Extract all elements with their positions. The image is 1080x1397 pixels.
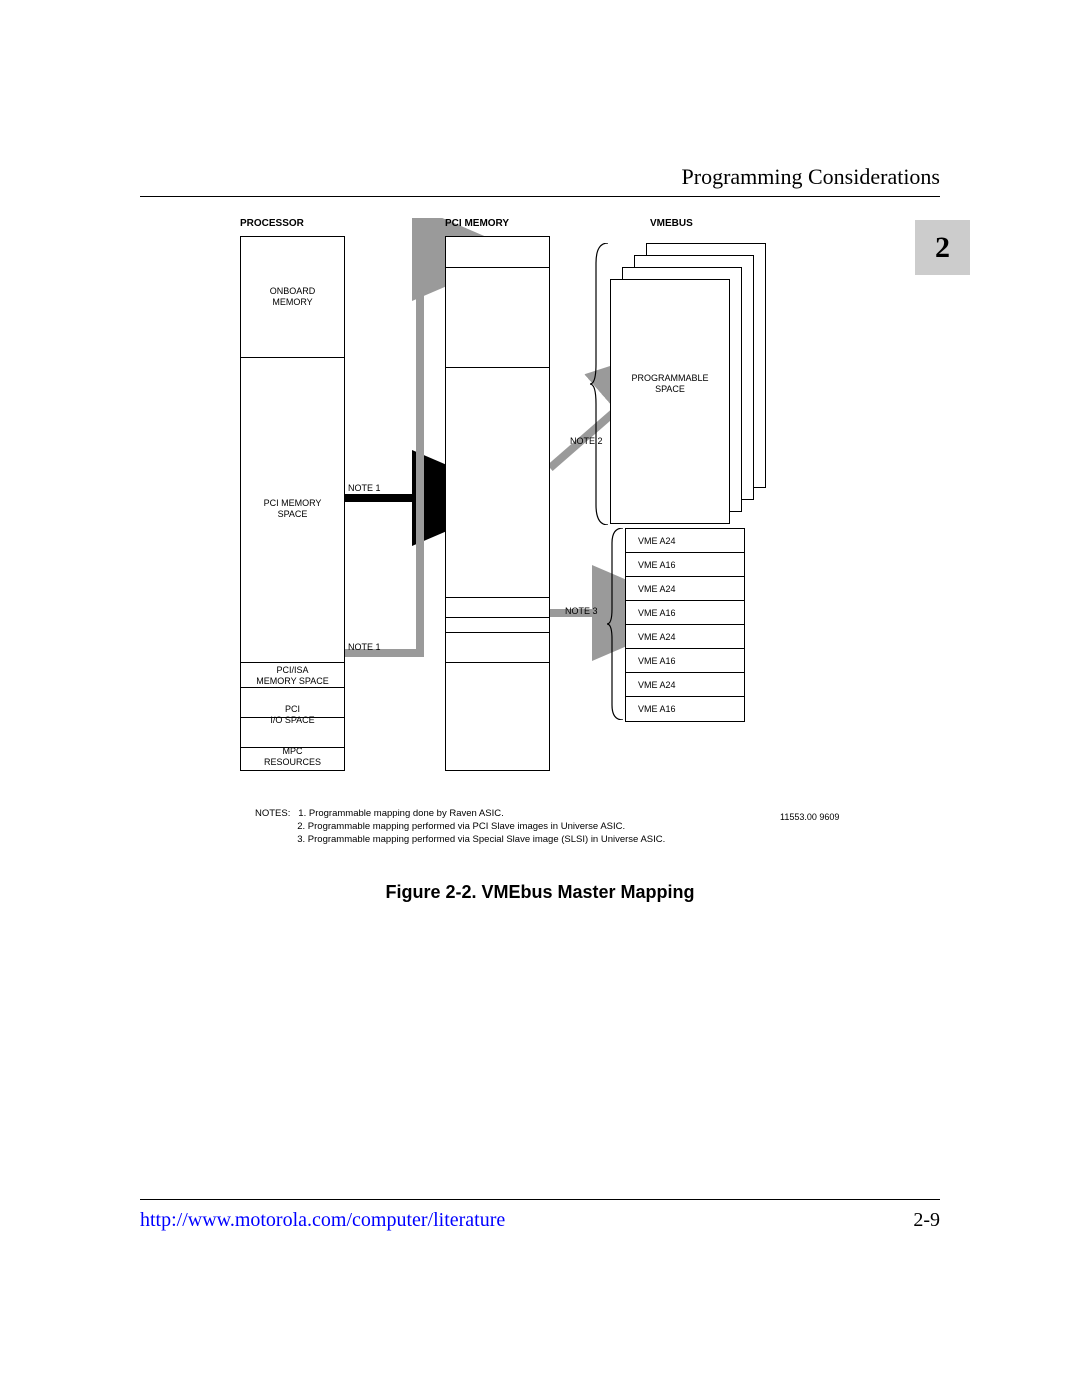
note-2: 2. Programmable mapping performed via PC…: [297, 821, 625, 832]
pci-div: [446, 597, 549, 598]
note1b-label: NOTE 1: [348, 642, 381, 653]
vmebus-header: VMEBUS: [650, 218, 693, 229]
note-1: 1. Programmable mapping done by Raven AS…: [298, 808, 503, 819]
pci-io-label: PCI I/O SPACE: [240, 704, 345, 727]
pci-div: [446, 617, 549, 618]
page-header-title: Programming Considerations: [682, 164, 940, 190]
processor-header: PROCESSOR: [240, 218, 304, 229]
diagram: PROCESSOR PCI MEMORY VMEBUS ONBOARD MEMO…: [220, 218, 900, 898]
vme-row: VME A16: [626, 697, 744, 721]
header-rule: [140, 196, 940, 197]
note2-label: NOTE 2: [570, 436, 603, 447]
pci-div: [446, 367, 549, 368]
proc-div: [241, 357, 344, 358]
footer-rule: [140, 1199, 940, 1200]
footer-page-number: 2-9: [913, 1209, 940, 1232]
brace-top: [590, 243, 612, 525]
vme-row: VME A24: [626, 625, 744, 649]
vme-row: VME A24: [626, 577, 744, 601]
vme-row: VME A16: [626, 553, 744, 577]
note3-label: NOTE 3: [565, 606, 598, 617]
vme-row: VME A16: [626, 649, 744, 673]
pci-isa-label: PCI/ISA MEMORY SPACE: [240, 665, 345, 688]
brace-bottom: [607, 528, 627, 720]
notes-block: NOTES: 1. Programmable mapping done by R…: [255, 808, 665, 846]
pci-memory-space-label: PCI MEMORY SPACE: [240, 498, 345, 521]
vme-row: VME A24: [626, 673, 744, 697]
vme-row: VME A16: [626, 601, 744, 625]
vme-row: VME A24: [626, 529, 744, 553]
doc-id: 11553.00 9609: [780, 812, 839, 822]
figure-caption: Figure 2-2. VMEbus Master Mapping: [140, 882, 940, 903]
page: Programming Considerations 2 PROCESSO: [140, 140, 940, 1240]
chapter-badge: 2: [915, 220, 970, 275]
mpc-label: MPC RESOURCES: [240, 746, 345, 769]
footer-url[interactable]: http://www.motorola.com/computer/literat…: [140, 1209, 505, 1232]
pci-header: PCI MEMORY: [445, 218, 509, 229]
vmebus-stack-rect: [610, 279, 730, 524]
programmable-space-label: PROGRAMMABLE SPACE: [610, 373, 730, 396]
pci-div: [446, 267, 549, 268]
pci-column: [445, 236, 550, 771]
note1a-label: NOTE 1: [348, 483, 381, 494]
note-3: 3. Programmable mapping performed via Sp…: [297, 834, 665, 845]
notes-label: NOTES:: [255, 808, 290, 819]
pci-div: [446, 662, 549, 663]
pci-div: [446, 632, 549, 633]
proc-div: [241, 662, 344, 663]
onboard-memory-label: ONBOARD MEMORY: [240, 286, 345, 309]
vme-table: VME A24 VME A16 VME A24 VME A16 VME A24 …: [625, 528, 745, 722]
